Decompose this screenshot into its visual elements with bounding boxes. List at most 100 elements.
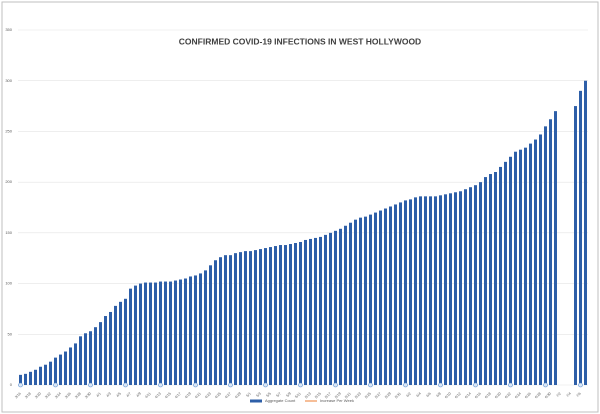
bar: [159, 281, 162, 385]
bar: [359, 217, 362, 385]
bar: [199, 273, 202, 385]
bar: [334, 230, 337, 385]
bar: [509, 156, 512, 385]
x-tick-label: 4/9: [136, 392, 142, 398]
bar: [294, 243, 297, 385]
x-tick-label: 6/8: [436, 392, 442, 398]
bar: [339, 228, 342, 385]
bar: [114, 305, 117, 385]
bar: [534, 139, 537, 385]
bar: [19, 374, 22, 385]
bar: [584, 80, 587, 385]
bar: [164, 281, 167, 385]
bar: [174, 280, 177, 385]
bar: [224, 255, 227, 385]
bar: [379, 210, 382, 385]
bar: [384, 208, 387, 385]
x-tick-label: 5/1: [246, 392, 252, 398]
x-tick-label: 6/10: [444, 392, 452, 400]
marker: [438, 382, 443, 388]
x-tick-label: 5/5: [266, 392, 272, 398]
bar: [269, 247, 272, 385]
x-tick-label: 5/3: [256, 392, 262, 398]
bar: [54, 357, 57, 385]
x-tick-label: 5/9: [286, 392, 292, 398]
x-tick-label: 6/4: [416, 392, 422, 398]
legend-swatch: [250, 399, 262, 403]
bar: [239, 252, 242, 385]
x-tick-label: 4/19: [184, 392, 192, 400]
bar: [39, 366, 42, 385]
bar: [489, 174, 492, 385]
bar: [539, 134, 542, 385]
bar: [424, 196, 427, 385]
bar: [249, 251, 252, 385]
bar: [259, 249, 262, 385]
bar: [319, 236, 322, 385]
bar: [314, 237, 317, 385]
bar: [234, 253, 237, 385]
bar: [189, 276, 192, 385]
marker: [298, 382, 303, 388]
bar: [499, 166, 502, 385]
x-tick-label: 5/11: [294, 392, 302, 400]
y-tick-label: 350: [5, 27, 12, 32]
marker: [193, 382, 198, 388]
bar: [69, 347, 72, 385]
x-tick-label: 5/27: [374, 392, 382, 400]
bar: [429, 196, 432, 385]
x-tick-label: 4/13: [154, 392, 162, 400]
marker: [543, 382, 548, 388]
bar: [364, 216, 367, 385]
x-tick-label: 6/20: [494, 392, 502, 400]
x-tick-label: 3/22: [44, 392, 52, 400]
bar: [434, 196, 437, 385]
bar: [254, 250, 257, 385]
bar: [504, 161, 507, 385]
marker: [123, 382, 128, 388]
bar: [514, 151, 517, 385]
marker: [158, 382, 163, 388]
bar: [124, 298, 127, 385]
x-tick-label: 5/21: [344, 392, 352, 400]
bar: [464, 189, 467, 385]
bar: [474, 185, 477, 385]
bar: [244, 251, 247, 385]
bar: [154, 282, 157, 385]
x-tick-label: 3/26: [64, 392, 72, 400]
bar: [74, 343, 77, 385]
y-tick-label: 0: [10, 382, 13, 387]
bar: [404, 200, 407, 385]
bar: [99, 322, 102, 385]
x-tick-label: 3/18: [24, 392, 32, 400]
bar: [104, 316, 107, 385]
bar: [119, 301, 122, 385]
x-tick-label: 6/26: [524, 392, 532, 400]
x-tick-label: 3/16: [14, 392, 22, 400]
bar: [454, 192, 457, 385]
marker: [88, 382, 93, 388]
x-tick-label: 6/22: [504, 392, 512, 400]
bar: [84, 333, 87, 385]
x-tick-label: 7/2: [556, 392, 562, 398]
bar: [24, 373, 27, 385]
bar: [389, 206, 392, 385]
marker: [508, 382, 513, 388]
bar: [289, 244, 292, 385]
x-tick-label: 3/30: [84, 392, 92, 400]
x-tick-label: 5/19: [334, 392, 342, 400]
bar: [204, 270, 207, 385]
bar: [579, 90, 582, 385]
bar: [354, 219, 357, 385]
marker: [578, 382, 583, 388]
bar: [344, 225, 347, 385]
bar: [414, 197, 417, 385]
bar: [264, 248, 267, 385]
bar: [374, 212, 377, 385]
bar: [329, 232, 332, 385]
bar: [274, 246, 277, 385]
x-tick-label: 4/7: [126, 392, 132, 398]
bar: [544, 126, 547, 385]
marker: [228, 382, 233, 388]
